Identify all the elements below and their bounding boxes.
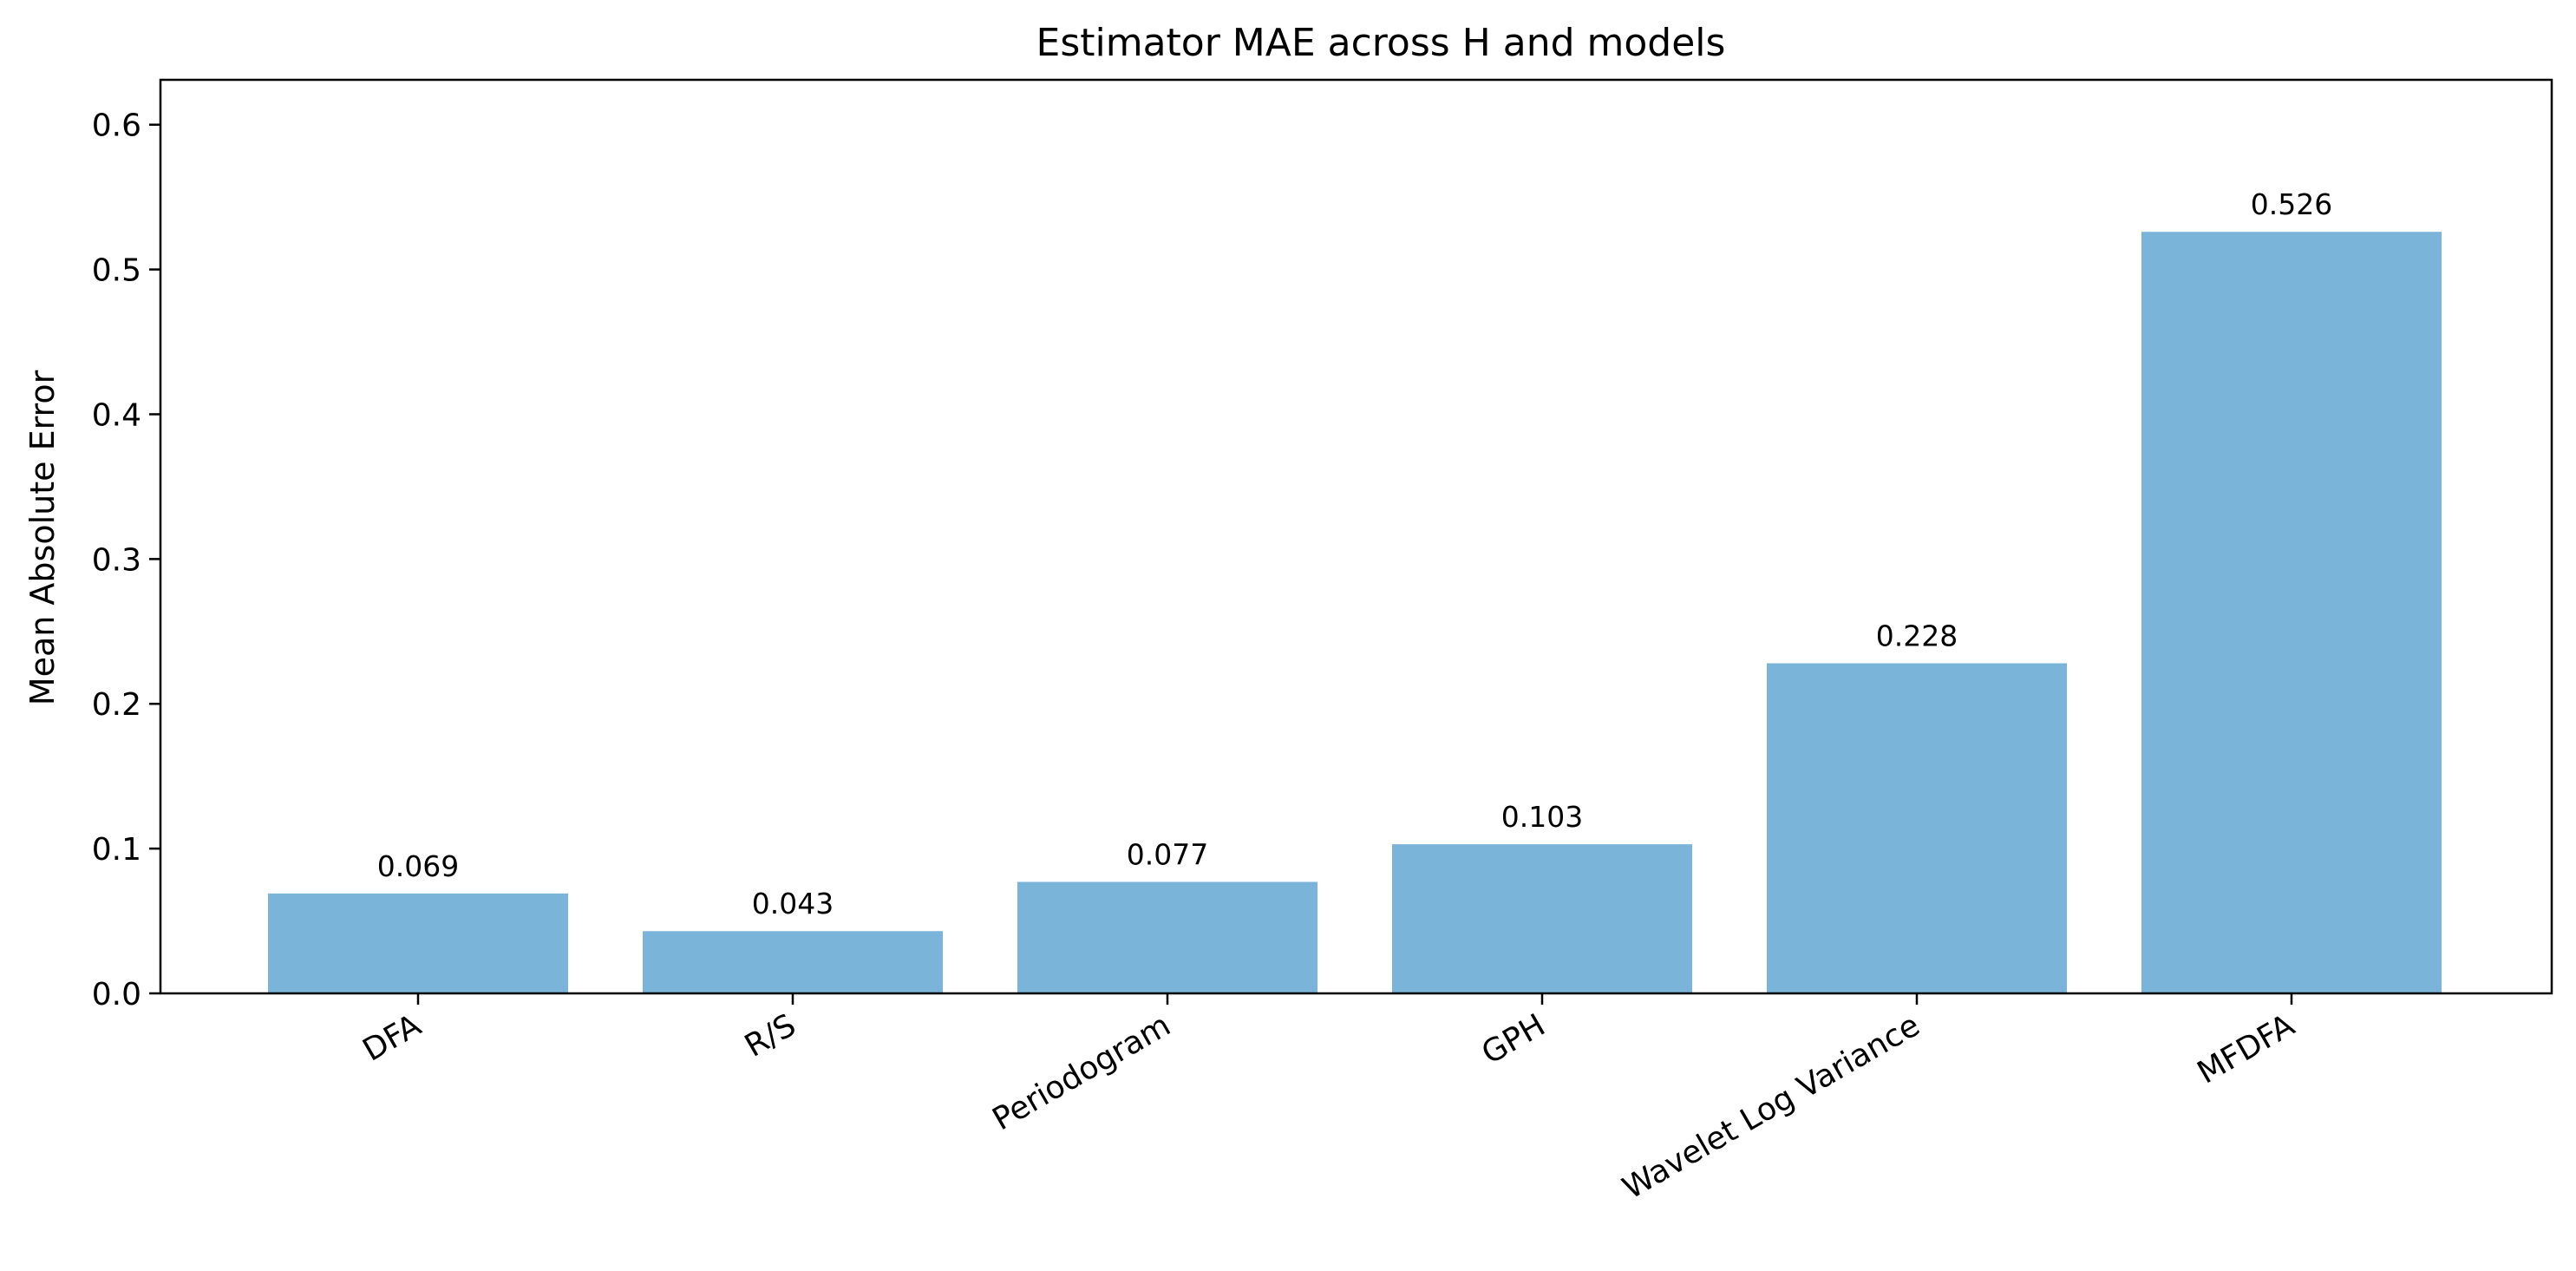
value-label-0: 0.069 <box>377 849 459 883</box>
y-tick-label-5: 0.5 <box>92 253 141 289</box>
bar-5 <box>2141 232 2442 993</box>
y-axis: 0.0 0.1 0.2 0.3 0.4 0.5 0.6 <box>92 108 160 1012</box>
bar-1 <box>643 931 943 993</box>
value-label-2: 0.077 <box>1127 838 1208 872</box>
bars-group <box>268 232 2442 993</box>
x-tick-label-1: R/S <box>739 1007 801 1065</box>
y-tick-label-6: 0.6 <box>92 108 141 144</box>
value-label-1: 0.043 <box>752 887 834 920</box>
x-tick-label-2: Periodogram <box>987 1007 1177 1137</box>
value-label-3: 0.103 <box>1501 800 1583 834</box>
chart-title: Estimator MAE across H and models <box>1036 21 1726 65</box>
y-axis-label: Mean Absolute Error <box>23 370 62 705</box>
x-tick-label-4: Wavelet Log Variance <box>1617 1007 1925 1206</box>
y-tick-label-1: 0.1 <box>92 832 141 868</box>
y-tick-label-2: 0.2 <box>92 687 141 723</box>
bar-4 <box>1767 663 2067 993</box>
x-tick-label-3: GPH <box>1476 1007 1552 1071</box>
bar-3 <box>1392 844 1692 993</box>
bar-0 <box>268 893 568 993</box>
x-tick-label-5: MFDFA <box>2192 1007 2301 1091</box>
bar-2 <box>1017 881 1317 993</box>
y-tick-label-3: 0.3 <box>92 542 141 578</box>
y-tick-label-4: 0.4 <box>92 397 141 433</box>
value-labels-group: 0.069 0.043 0.077 0.103 0.228 0.526 <box>377 187 2332 920</box>
y-tick-label-0: 0.0 <box>92 977 141 1012</box>
x-tick-label-0: DFA <box>357 1007 428 1069</box>
x-axis: DFA R/S Periodogram GPH Wavelet Log Variance… <box>357 993 2301 1207</box>
plot-frame <box>159 78 2553 995</box>
value-label-5: 0.526 <box>2251 187 2332 221</box>
value-label-4: 0.228 <box>1876 619 1958 653</box>
